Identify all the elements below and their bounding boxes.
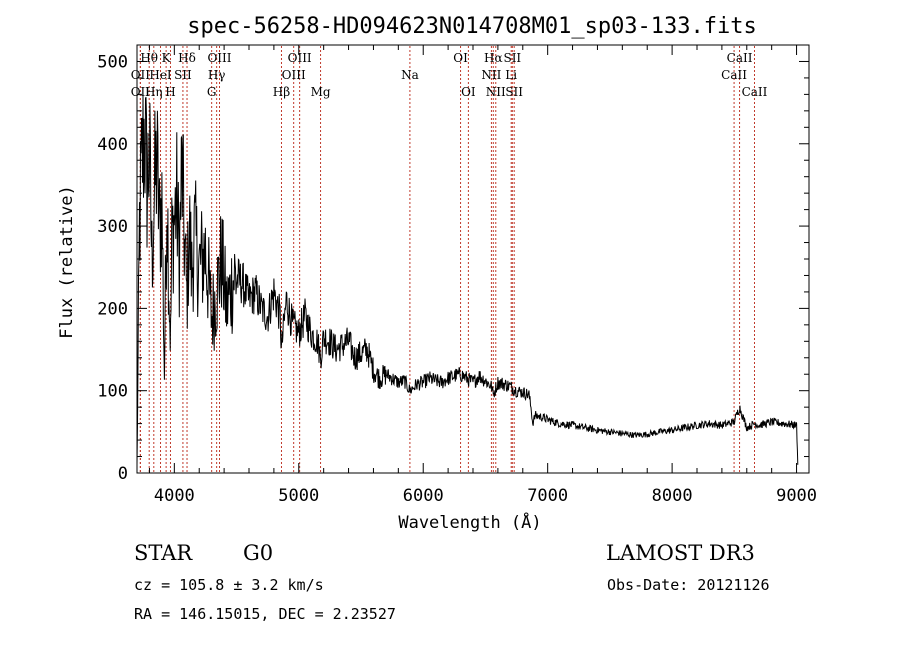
line-label-12: Hβ xyxy=(273,85,290,99)
line-label-3: Hη xyxy=(145,85,163,99)
line-label-21: NII xyxy=(486,85,506,99)
line-label-10: Hγ xyxy=(208,68,226,82)
line-label-24: SII xyxy=(505,85,523,99)
coordinates: RA = 146.15015, DEC = 2.23527 xyxy=(134,605,396,623)
x-tick-label-5: 9000 xyxy=(776,486,817,506)
chart-title: spec-56258-HD094623N014708M01_sp03-133.f… xyxy=(187,14,757,39)
axis-ticks: 4000 5000 6000 7000 8000 9000 0 100 200 300 400 500 xyxy=(97,45,817,506)
y-tick-label-0: 0 xyxy=(118,464,128,484)
line-label-15: Mg xyxy=(311,85,331,99)
line-label-17: OI xyxy=(453,51,468,65)
y-tick-label-4: 400 xyxy=(97,135,128,155)
y-axis-label: Flux (relative) xyxy=(57,185,77,339)
line-label-22: Li xyxy=(505,68,517,82)
line-label-26: CaII xyxy=(727,51,753,65)
line-label-14: OIII xyxy=(288,51,312,65)
spectral-line-markers xyxy=(139,46,755,472)
x-tick-label-2: 6000 xyxy=(403,486,444,506)
x-tick-label-3: 7000 xyxy=(527,486,568,506)
line-label-25: CaII xyxy=(721,68,747,82)
line-label-8: Hδ xyxy=(178,51,196,65)
y-tick-label-3: 300 xyxy=(97,217,128,237)
line-label-20: Hα xyxy=(484,51,503,65)
spectral-line-labels: OII OII Hθ Hη HeI K H SII Hδ G Hγ OIII Hβ OIII OIII Mg N… xyxy=(131,51,768,99)
line-label-5: K xyxy=(162,51,172,65)
y-tick-label-5: 500 xyxy=(97,52,128,72)
x-axis-label: Wavelength (Å) xyxy=(398,511,541,533)
object-class: STAR xyxy=(134,541,193,565)
line-label-4: HeI xyxy=(149,68,172,82)
spectrum-series xyxy=(136,93,799,465)
y-tick-label-1: 100 xyxy=(97,382,128,402)
plot-frame xyxy=(136,44,810,474)
y-tick-label-2: 200 xyxy=(97,299,128,319)
obs-date: Obs-Date: 20121126 xyxy=(607,576,770,594)
line-label-27: CaII xyxy=(742,85,768,99)
line-label-23: SII xyxy=(503,51,521,65)
line-label-7: SII xyxy=(174,68,192,82)
line-label-0: OII xyxy=(131,68,151,82)
survey-name: LAMOST DR3 xyxy=(606,541,755,565)
line-label-16: Na xyxy=(401,68,419,82)
x-tick-label-4: 8000 xyxy=(652,486,693,506)
line-label-13: OIII xyxy=(282,68,306,82)
x-tick-label-1: 5000 xyxy=(278,486,319,506)
line-label-19: NII xyxy=(481,68,501,82)
line-label-18: OI xyxy=(461,85,476,99)
object-subclass: G0 xyxy=(243,541,273,565)
line-label-9: G xyxy=(207,85,217,99)
line-label-11: OIII xyxy=(207,51,231,65)
redshift-info: cz = 105.8 ± 3.2 km/s xyxy=(134,576,324,594)
line-label-1: OII xyxy=(131,85,151,99)
spectrum-line xyxy=(136,93,799,465)
line-label-6: H xyxy=(165,85,175,99)
line-label-2: Hθ xyxy=(140,51,158,65)
x-tick-label-0: 4000 xyxy=(154,486,195,506)
